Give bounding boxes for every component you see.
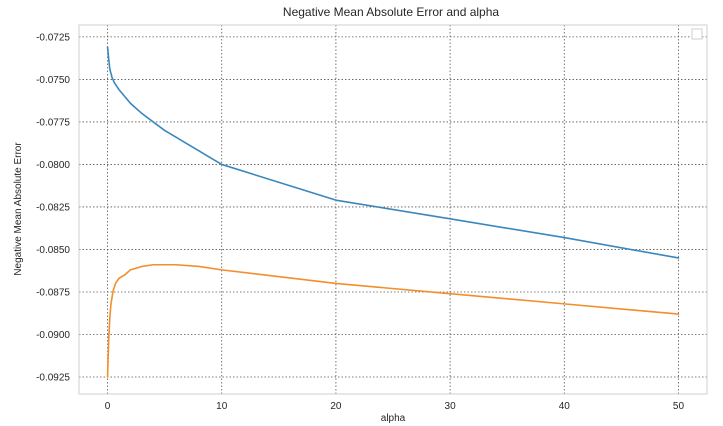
x-axis-label: alpha: [381, 413, 406, 424]
x-tick-label: 20: [330, 401, 342, 412]
y-tick-label: -0.0825: [36, 202, 70, 213]
series-line-1: [106, 46, 680, 259]
y-axis-label: Negative Mean Absolute Error: [13, 142, 24, 276]
y-tick-label: -0.0750: [36, 75, 70, 86]
x-tick-label: 30: [445, 401, 457, 412]
x-tick-label: 10: [216, 401, 228, 412]
y-tick-label: -0.0850: [36, 245, 70, 256]
x-tick-label: 50: [673, 401, 685, 412]
chart-title: Negative Mean Absolute Error and alpha: [283, 5, 499, 19]
y-tick-label: -0.0800: [36, 160, 70, 171]
x-axis-ticks: 0 10 20 30 40 50: [105, 401, 685, 412]
series-layer: [106, 46, 680, 378]
y-tick-label: -0.0875: [36, 287, 70, 298]
y-tick-label: -0.0725: [36, 32, 70, 43]
plot-area-frame: [78, 24, 708, 395]
x-tick-label: 0: [105, 401, 111, 412]
x-tick-label: 40: [559, 401, 571, 412]
series-line-2: [106, 263, 680, 378]
legend-box: [691, 28, 703, 40]
y-tick-label: -0.0925: [36, 372, 70, 383]
y-axis-ticks: -0.0725 -0.0750 -0.0775 -0.0800 -0.0825 -0.08…: [36, 32, 70, 383]
y-tick-label: -0.0775: [36, 117, 70, 128]
y-tick-label: -0.0900: [36, 330, 70, 341]
